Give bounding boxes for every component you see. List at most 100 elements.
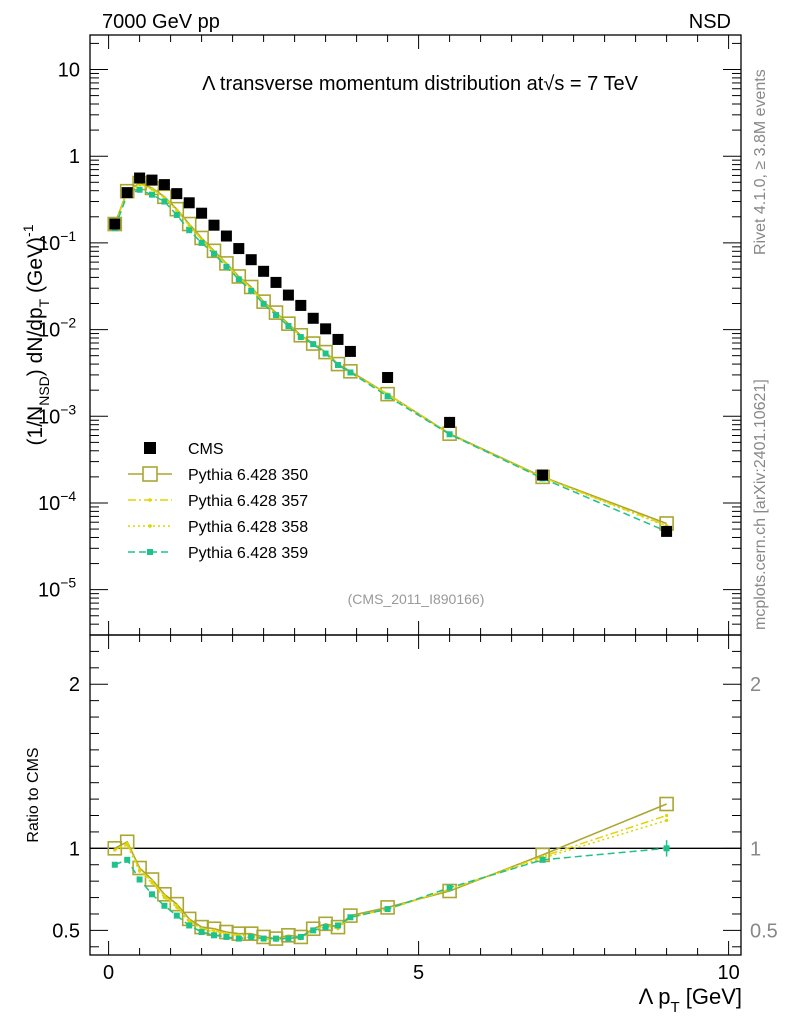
pythia-359-marker xyxy=(446,431,453,438)
y-tick-label: 10−3 xyxy=(38,401,76,428)
pythia-359-marker xyxy=(211,932,217,939)
analysis-watermark: (CMS_2011_I890166) xyxy=(348,591,485,607)
pythia-350-marker xyxy=(659,796,674,812)
pythia-359-marker xyxy=(186,922,193,929)
pythia-359-marker xyxy=(198,929,205,936)
chart-title: Λ transverse momentum distribution at√s … xyxy=(202,73,638,95)
pythia-350-marker xyxy=(231,269,247,284)
pythia-359-marker xyxy=(297,334,304,341)
pythia-marker xyxy=(665,818,669,823)
pythia-350-marker xyxy=(442,883,457,899)
y-axis-label-a: (1/N xyxy=(24,406,47,446)
cms-data-point xyxy=(245,254,257,266)
y-axis-label-b: ) dN/dp xyxy=(24,307,47,376)
pythia-marker xyxy=(665,813,669,818)
y-axis-ticks: 10 1 10−1 10−2 10−3 10−4 10−5 xyxy=(38,42,741,636)
ratio-axis-label: Ratio to CMS xyxy=(25,747,42,842)
cms-data-point xyxy=(295,299,307,311)
pythia-350-marker xyxy=(293,327,309,343)
header-right: NSD xyxy=(689,11,731,33)
pythia-359-marker xyxy=(335,922,341,929)
pythia-359-marker xyxy=(384,393,391,400)
pythia-359-marker xyxy=(384,906,391,913)
cms-data-point xyxy=(258,265,270,277)
pythia-350-marker xyxy=(144,872,160,887)
legend-label: Pythia 6.428 357 xyxy=(188,493,308,510)
rivet-label: Rivet 4.1.0, ≥ 3.8M events xyxy=(752,69,769,255)
cms-data-point xyxy=(109,218,121,230)
ratio-line xyxy=(114,803,667,940)
cms-data-point xyxy=(270,276,282,288)
pythia-350-marker xyxy=(169,896,185,912)
pythia-350-marker xyxy=(343,364,358,379)
ratio-plot-frame xyxy=(89,634,742,956)
pythia-359-marker xyxy=(223,933,230,940)
cms-data-point xyxy=(171,188,183,200)
main-series xyxy=(107,172,674,537)
pythia-359-marker xyxy=(136,876,143,883)
legend-cms-marker xyxy=(144,442,156,454)
pythia-359-marker xyxy=(260,300,267,307)
legend-label: Pythia 6.428 358 xyxy=(188,519,308,536)
y-axis-label-c: (GeV) xyxy=(24,237,47,299)
pythia-359-marker xyxy=(173,211,180,218)
cms-data-point xyxy=(307,312,319,324)
cms-data-point xyxy=(320,323,332,335)
pythia-359-marker xyxy=(198,239,205,246)
ratio-series xyxy=(107,796,674,946)
pythia-359-marker xyxy=(161,198,168,205)
pythia-359-marker xyxy=(136,186,143,193)
pythia-marker xyxy=(113,848,117,852)
pythia-359-marker xyxy=(310,341,317,348)
y-axis-label-exp: -1 xyxy=(20,224,36,237)
pythia-350-marker xyxy=(219,256,234,271)
pythia-359-marker xyxy=(322,924,329,931)
cms-data-point xyxy=(134,172,146,184)
x-tick-label: 5 xyxy=(413,962,424,984)
legend-marker xyxy=(148,498,152,502)
ratio-tick-label-right: 0.5 xyxy=(750,920,778,942)
cms-data-point xyxy=(183,197,195,209)
y-tick-label: 10−2 xyxy=(38,315,76,342)
y-tick-label: 10−1 xyxy=(38,228,76,255)
x-axis-label-main: Λ p xyxy=(639,984,671,1009)
legend-label: Pythia 6.428 359 xyxy=(188,545,308,562)
pythia-359-marker xyxy=(248,933,255,940)
pythia-359-marker xyxy=(149,891,155,898)
ratio-axis-ticks: 0.5 0.5 1 1 2 2 xyxy=(52,634,778,948)
y-axis-label-sub: NSD xyxy=(36,376,52,406)
pythia-marker xyxy=(162,895,166,900)
pythia-350-marker xyxy=(119,834,135,850)
pythia-359-marker xyxy=(297,933,304,940)
ratio-tick-label-right: 1 xyxy=(750,838,761,860)
pythia-359-marker xyxy=(539,856,546,863)
pythia-359-marker xyxy=(273,935,279,942)
y-tick-label: 10−5 xyxy=(38,575,76,602)
x-axis-label-unit: [GeV] xyxy=(680,984,742,1009)
cms-data-point xyxy=(121,187,133,199)
pythia-350-marker xyxy=(268,305,284,320)
cms-data-point xyxy=(382,372,394,384)
pythia-359-marker xyxy=(273,312,279,319)
mcplots-label: mcplots.cern.ch [arXiv:2401.10621] xyxy=(752,379,769,630)
pythia-359-marker xyxy=(173,912,180,919)
ratio-line xyxy=(114,819,667,941)
cms-data-point xyxy=(537,469,549,481)
pythia-359-marker xyxy=(124,856,131,863)
pythia-359-marker xyxy=(111,861,118,868)
pythia-marker xyxy=(175,209,179,213)
pythia-359-marker xyxy=(347,369,354,376)
cms-data-point xyxy=(220,230,232,242)
cms-data-point xyxy=(233,243,245,255)
pythia-359-marker xyxy=(347,914,354,921)
pythia-marker xyxy=(150,881,154,885)
legend-marker xyxy=(147,549,153,555)
ratio-tick-label-right: 2 xyxy=(750,674,761,696)
pythia-350-marker xyxy=(380,386,395,402)
pythia-350-marker xyxy=(305,336,321,351)
pythia-marker xyxy=(125,843,129,847)
y-tick-label: 10−4 xyxy=(38,488,76,515)
pythia-359-marker xyxy=(285,935,292,942)
pythia-359-marker xyxy=(285,322,292,329)
main-line xyxy=(114,183,667,527)
